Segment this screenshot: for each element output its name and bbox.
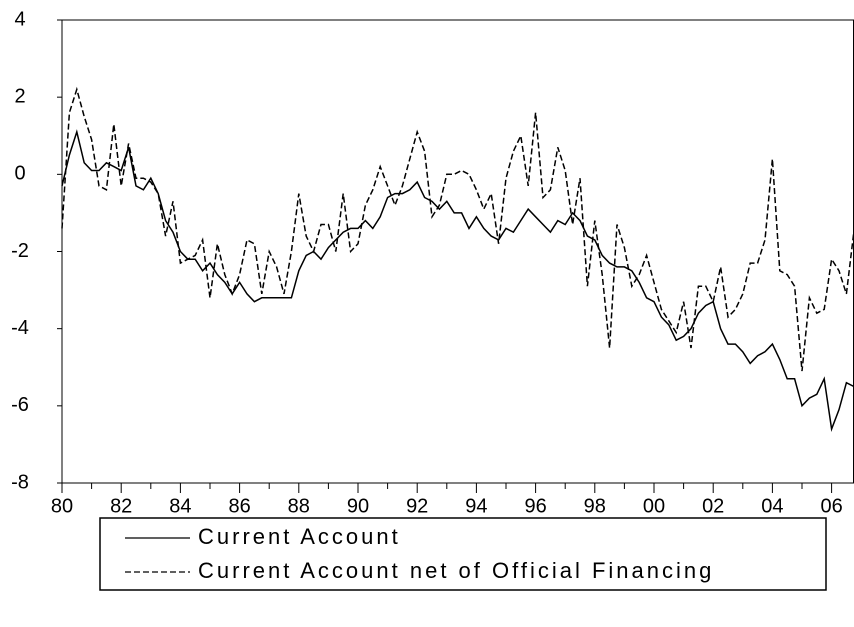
y-tick-label: -4 [11,317,29,339]
legend-label: Current Account net of Official Financin… [198,558,714,583]
x-tick-label: 84 [169,495,191,517]
x-tick-label: 06 [820,495,842,517]
x-tick-label: 92 [406,495,428,517]
legend-label: Current Account [198,524,401,549]
legend-box [99,517,827,591]
x-tick-label: 90 [347,495,369,517]
y-tick-label: -8 [11,471,29,493]
x-tick-label: 94 [465,495,487,517]
y-tick-label: 4 [14,8,25,30]
x-tick-label: 98 [584,495,606,517]
y-tick-label: -2 [11,240,29,262]
x-tick-label: 82 [110,495,132,517]
x-tick-label: 02 [702,495,724,517]
y-tick-label: 0 [14,163,25,185]
x-tick-label: 80 [51,495,73,517]
x-tick-label: 96 [524,495,546,517]
x-tick-label: 00 [643,495,665,517]
x-tick-label: 88 [288,495,310,517]
series-line [61,129,854,432]
x-tick-label: 86 [228,495,250,517]
y-tick-label: -6 [11,394,29,416]
y-tick-label: 2 [14,85,25,107]
series-line [61,86,854,372]
x-tick-label: 04 [761,495,783,517]
